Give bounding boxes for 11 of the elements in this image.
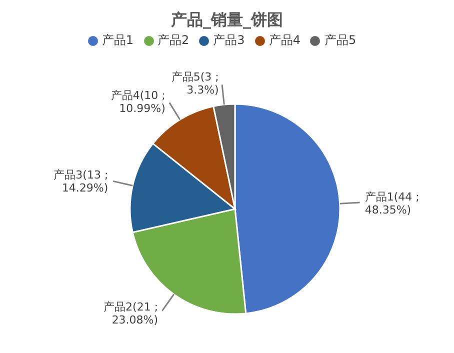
data-label: 产品3(13 ; 14.29%) — [54, 168, 108, 194]
data-label: 产品1(44 ; 48.35%) — [364, 190, 420, 216]
data-label: 产品4(10 ; 10.99%) — [110, 88, 166, 114]
legend-label: 产品5 — [324, 33, 356, 47]
legend-label: 产品4 — [268, 33, 300, 47]
chart-title: 产品_销量_饼图 — [170, 9, 284, 31]
data-label: 产品5(3 ; 3.3%) — [171, 70, 219, 96]
legend-label: 产品3 — [213, 33, 245, 47]
legend-label: 产品2 — [158, 33, 190, 47]
data-label: 产品2(21 ; 23.08%) — [104, 300, 158, 326]
legend-label: 产品1 — [102, 33, 134, 47]
